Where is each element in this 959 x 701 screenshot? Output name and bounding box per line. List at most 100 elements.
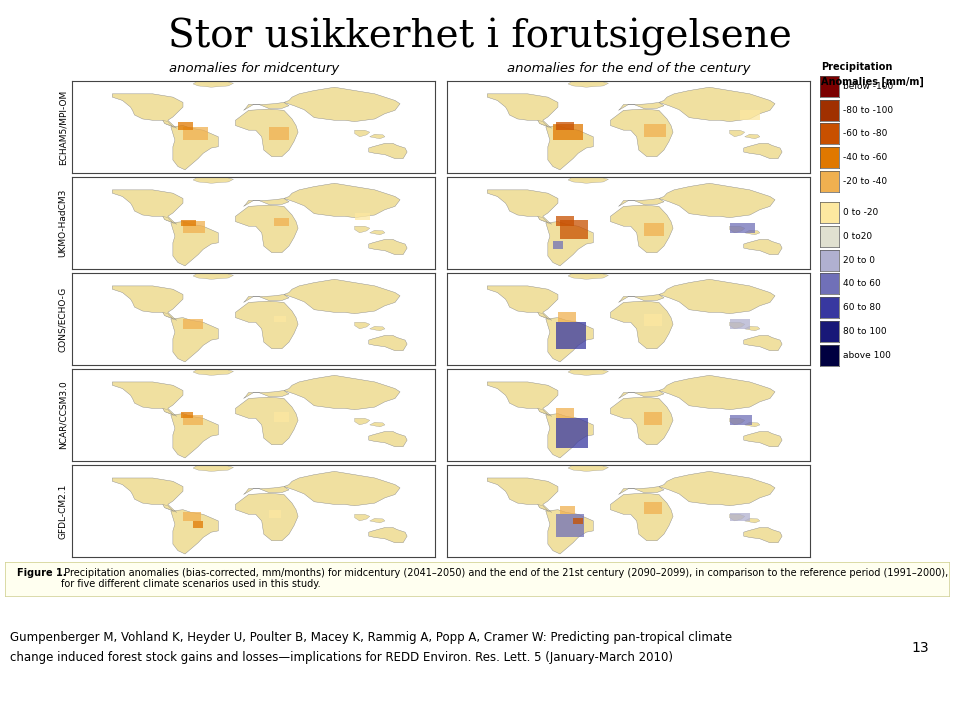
Polygon shape xyxy=(355,322,370,329)
Polygon shape xyxy=(236,494,298,540)
Polygon shape xyxy=(568,79,608,87)
Bar xyxy=(556,418,588,448)
Polygon shape xyxy=(193,271,233,279)
Bar xyxy=(560,219,588,240)
Bar xyxy=(556,122,574,130)
Polygon shape xyxy=(163,313,176,320)
Polygon shape xyxy=(546,414,594,458)
Bar xyxy=(274,315,286,322)
Polygon shape xyxy=(369,336,408,350)
Polygon shape xyxy=(546,510,594,554)
Polygon shape xyxy=(193,367,233,375)
Polygon shape xyxy=(619,198,664,206)
Bar xyxy=(274,218,289,226)
Polygon shape xyxy=(619,294,664,302)
Polygon shape xyxy=(546,125,594,170)
Bar xyxy=(643,503,662,515)
Polygon shape xyxy=(163,217,176,224)
Text: -40 to -60: -40 to -60 xyxy=(843,154,887,162)
Polygon shape xyxy=(745,326,760,331)
Polygon shape xyxy=(619,102,664,110)
Polygon shape xyxy=(619,390,664,398)
Text: -80 to -100: -80 to -100 xyxy=(843,106,893,114)
Bar xyxy=(556,322,586,348)
Polygon shape xyxy=(487,286,558,319)
Polygon shape xyxy=(538,505,551,512)
Polygon shape xyxy=(487,382,558,415)
Polygon shape xyxy=(568,367,608,375)
Bar xyxy=(560,506,575,515)
Polygon shape xyxy=(744,240,783,254)
Polygon shape xyxy=(244,486,289,494)
Polygon shape xyxy=(171,125,219,170)
Polygon shape xyxy=(659,183,775,217)
Bar xyxy=(269,127,289,140)
Text: change induced forest stock gains and losses—implications for REDD Environ. Res.: change induced forest stock gains and lo… xyxy=(10,651,672,664)
Bar xyxy=(181,219,196,226)
Text: ECHAM5/MPI-OM: ECHAM5/MPI-OM xyxy=(58,89,67,165)
Polygon shape xyxy=(284,183,400,217)
Polygon shape xyxy=(171,414,219,458)
Text: anomalies for the end of the century: anomalies for the end of the century xyxy=(507,62,750,75)
Polygon shape xyxy=(112,190,183,223)
Polygon shape xyxy=(355,130,370,137)
Polygon shape xyxy=(163,121,176,128)
Polygon shape xyxy=(568,175,608,183)
Polygon shape xyxy=(236,301,298,348)
Bar xyxy=(556,217,574,226)
Text: -20 to -40: -20 to -40 xyxy=(843,177,887,186)
Bar xyxy=(730,319,750,329)
Polygon shape xyxy=(193,175,233,183)
Polygon shape xyxy=(112,478,183,511)
Polygon shape xyxy=(193,79,233,87)
Text: above 100: above 100 xyxy=(843,351,891,360)
Polygon shape xyxy=(538,121,551,128)
Polygon shape xyxy=(370,326,385,331)
Polygon shape xyxy=(730,322,745,329)
Polygon shape xyxy=(730,418,745,425)
Text: 80 to 100: 80 to 100 xyxy=(843,327,886,336)
Text: CONS/ECHO-G: CONS/ECHO-G xyxy=(58,286,67,352)
Polygon shape xyxy=(355,418,370,425)
Text: 60 to 80: 60 to 80 xyxy=(843,304,880,312)
Polygon shape xyxy=(611,301,673,348)
Bar xyxy=(556,409,574,418)
Polygon shape xyxy=(611,397,673,444)
Bar xyxy=(183,127,208,140)
Polygon shape xyxy=(745,134,760,139)
Polygon shape xyxy=(284,375,400,409)
Text: NCAR/CCSM3.0: NCAR/CCSM3.0 xyxy=(58,381,67,449)
Polygon shape xyxy=(369,144,408,158)
Polygon shape xyxy=(538,217,551,224)
Polygon shape xyxy=(284,279,400,313)
Polygon shape xyxy=(611,205,673,252)
Polygon shape xyxy=(244,390,289,398)
Polygon shape xyxy=(487,478,558,511)
Polygon shape xyxy=(546,318,594,362)
Text: Stor usikkerhet i forutsigelsene: Stor usikkerhet i forutsigelsene xyxy=(168,18,791,55)
Polygon shape xyxy=(730,226,745,233)
Bar xyxy=(730,513,750,521)
Text: 0 to20: 0 to20 xyxy=(843,232,872,240)
Bar xyxy=(730,223,755,233)
Polygon shape xyxy=(730,515,745,521)
Polygon shape xyxy=(370,518,385,523)
Polygon shape xyxy=(659,87,775,121)
Polygon shape xyxy=(487,94,558,127)
Polygon shape xyxy=(284,87,400,121)
Polygon shape xyxy=(745,230,760,235)
Polygon shape xyxy=(619,486,664,494)
Polygon shape xyxy=(370,230,385,235)
Bar xyxy=(355,213,370,219)
Text: Precipitation: Precipitation xyxy=(821,62,892,72)
Text: 13: 13 xyxy=(912,641,929,655)
Polygon shape xyxy=(487,190,558,223)
Polygon shape xyxy=(112,382,183,415)
Polygon shape xyxy=(112,94,183,127)
Text: Anomalies [mm/m]: Anomalies [mm/m] xyxy=(821,77,924,88)
Polygon shape xyxy=(171,510,219,554)
Polygon shape xyxy=(369,528,408,543)
Polygon shape xyxy=(163,409,176,416)
Bar xyxy=(643,411,662,425)
Text: below -100: below -100 xyxy=(843,82,893,90)
